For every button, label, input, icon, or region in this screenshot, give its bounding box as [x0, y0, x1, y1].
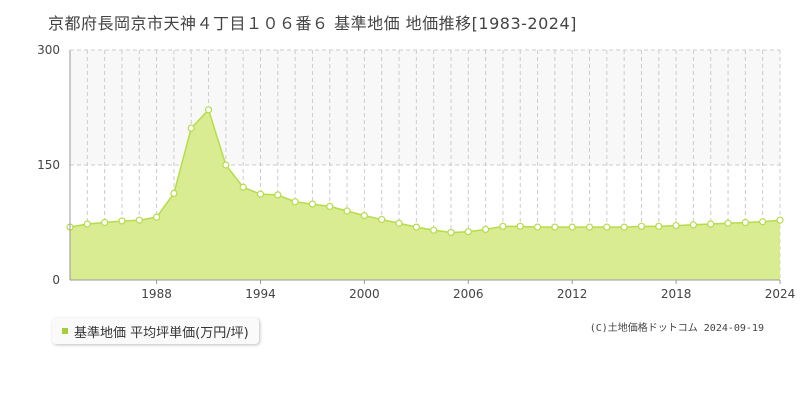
data-point [637, 222, 646, 230]
x-tick-label: 2024 [765, 287, 796, 301]
credit-text: (C)土地価格ドットコム 2024-09-19 [589, 323, 764, 334]
data-point [776, 216, 784, 224]
data-point [308, 200, 317, 208]
data-point [447, 228, 455, 237]
data-point [291, 198, 299, 206]
data-point [395, 219, 403, 227]
y-tick-labels: 0 150 300 [37, 43, 60, 287]
data-point [187, 124, 195, 132]
legend-label: 基準地価 平均坪単価(万円/坪) [74, 325, 249, 341]
data-point [533, 223, 542, 231]
data-point [118, 217, 126, 225]
data-point [672, 221, 680, 230]
data-point [482, 225, 490, 233]
data-point [568, 223, 576, 231]
x-tick-label: 2012 [557, 287, 588, 301]
data-point [204, 106, 213, 114]
axes [69, 50, 780, 281]
x-tick-label: 1994 [245, 287, 276, 301]
data-point [741, 218, 749, 227]
data-point [620, 223, 628, 231]
data-point [724, 219, 732, 227]
data-point [707, 220, 715, 228]
y-tick-label: 0 [52, 273, 60, 287]
data-point [655, 222, 663, 230]
plot-band-upper [70, 50, 780, 165]
data-point [585, 223, 594, 231]
plot-background [70, 50, 780, 165]
data-point [360, 212, 368, 220]
y-tick-label: 300 [37, 43, 60, 57]
legend: 基準地価 平均坪単価(万円/坪) [52, 318, 259, 344]
chart-title: 京都府長岡京市天神４丁目１０６番６ 基準地価 地価推移[1983-2024] [48, 14, 577, 33]
data-point [222, 161, 230, 169]
data-point [378, 215, 386, 224]
data-point [135, 216, 143, 224]
data-point [326, 202, 334, 210]
price-area [70, 109, 780, 280]
x-tick-label: 2006 [453, 287, 484, 301]
data-point [274, 191, 282, 199]
data-point [603, 223, 611, 231]
data-point [689, 221, 698, 229]
data-point [101, 218, 109, 227]
data-point [83, 220, 91, 228]
data-point [464, 228, 472, 236]
x-tick-label: 2000 [349, 287, 380, 301]
data-point [343, 207, 351, 215]
data-point [551, 223, 559, 231]
x-tick-label: 2018 [661, 287, 692, 301]
data-point [499, 222, 507, 230]
data-point [430, 226, 438, 234]
x-tick-labels: 1988 1994 2000 2006 2012 2018 2024 [141, 280, 795, 301]
x-tick-label: 1988 [141, 287, 172, 301]
data-point [152, 213, 161, 221]
data-point [516, 222, 524, 230]
data-point [759, 218, 767, 226]
data-point [239, 183, 247, 191]
legend-swatch [62, 328, 68, 334]
data-point [256, 190, 265, 198]
data-points [66, 106, 784, 237]
data-point [412, 223, 420, 231]
data-point [170, 189, 178, 197]
y-tick-label: 150 [37, 158, 60, 172]
